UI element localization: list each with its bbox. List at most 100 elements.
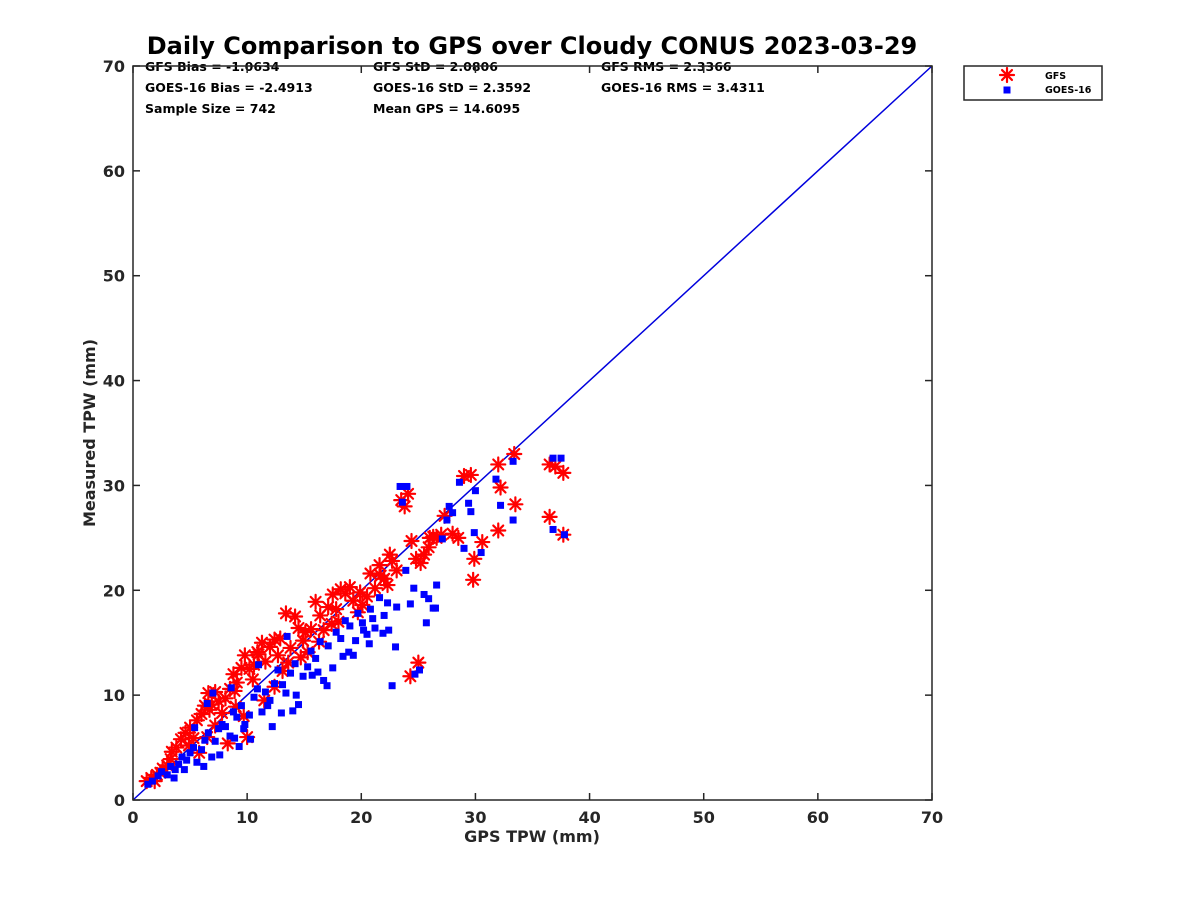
goes16-point	[467, 508, 475, 516]
stat-value: Mean GPS = 14.6095	[373, 101, 520, 116]
goes16-point	[287, 669, 295, 677]
goes16-point	[455, 478, 463, 486]
legend-goes16-label: GOES-16	[1045, 85, 1092, 96]
gfs-point	[282, 639, 299, 657]
goes16-point	[183, 756, 191, 764]
goes16-point	[329, 664, 337, 672]
chart-title: Daily Comparison to GPS over Cloudy CONU…	[147, 32, 918, 60]
gfs-point	[323, 615, 340, 632]
goes16-point	[292, 691, 300, 699]
stat-value: GOES-16 RMS = 3.4311	[601, 80, 765, 95]
goes16-point	[226, 732, 234, 740]
goes16-point	[445, 502, 453, 510]
gfs-point	[352, 584, 369, 601]
goes16-point	[379, 629, 387, 637]
goes16-point	[492, 475, 500, 483]
gfs-point	[490, 456, 507, 473]
gfs-point	[381, 546, 398, 563]
goes16-point	[295, 701, 303, 709]
gfs-point	[371, 557, 388, 574]
goes16-point	[460, 544, 468, 552]
gfs-point	[269, 647, 287, 664]
gfs-point	[366, 580, 384, 597]
goes16-series	[144, 454, 568, 788]
gfs-point	[315, 622, 332, 639]
y-tick-label: 20	[103, 581, 125, 600]
goes16-point	[393, 603, 401, 611]
gfs-point	[410, 654, 427, 671]
goes16-point	[211, 737, 219, 745]
goes16-point	[201, 736, 209, 744]
goes16-point	[560, 531, 568, 539]
goes16-point	[415, 666, 423, 674]
gfs-point	[307, 593, 324, 610]
goes16-point	[180, 766, 188, 774]
stat-value: Sample Size = 742	[145, 101, 276, 116]
goes16-point	[191, 724, 199, 732]
goes16-point	[231, 734, 239, 742]
goes16-point	[204, 729, 212, 737]
x-tick-label: 0	[127, 808, 138, 827]
goes16-point	[307, 647, 315, 655]
goes16-point	[509, 516, 517, 524]
goes16-point	[549, 525, 557, 533]
statistics-panel: GFS Bias = -1.0634 GFS StD = 2.0806 GFS RM…	[145, 59, 765, 116]
y-tick-label: 60	[103, 162, 125, 181]
goes16-point	[449, 509, 457, 517]
goes16-point	[422, 619, 430, 627]
goes16-point	[410, 584, 418, 592]
goes16-point	[227, 684, 235, 692]
goes16-point	[291, 660, 299, 668]
x-axis-ticks: 0 10 20 30 40 50 60 70	[127, 66, 943, 827]
goes16-point	[268, 723, 276, 731]
goes16-point	[171, 766, 179, 774]
goes16-point	[332, 628, 340, 636]
goes16-point	[316, 638, 324, 646]
goes16-point	[371, 624, 379, 632]
one-to-one-reference-line	[132, 65, 933, 801]
goes16-point	[354, 609, 362, 617]
stat-value: GOES-16 Bias = -2.4913	[145, 80, 313, 95]
goes16-point	[369, 615, 377, 623]
y-tick-label: 30	[103, 476, 125, 495]
legend-gfs-marker	[998, 66, 1016, 84]
goes16-point	[403, 482, 411, 490]
gfs-point	[507, 496, 524, 513]
goes16-point	[396, 482, 404, 490]
goes16-point	[314, 668, 322, 676]
goes16-point	[385, 626, 393, 634]
x-axis-label: GPS TPW (mm)	[464, 827, 600, 846]
goes16-point	[241, 721, 249, 729]
goes16-point	[253, 685, 261, 693]
goes16-point	[274, 666, 282, 674]
goes16-point	[221, 723, 229, 731]
x-tick-label: 30	[464, 808, 486, 827]
gfs-point	[324, 586, 341, 603]
y-tick-label: 50	[103, 267, 125, 286]
goes16-point	[345, 648, 353, 656]
goes16-point	[509, 457, 517, 465]
goes16-point	[258, 708, 266, 716]
goes16-point	[398, 498, 406, 506]
goes16-point	[247, 735, 255, 743]
legend-box	[963, 65, 1103, 101]
goes16-point	[363, 630, 371, 638]
x-tick-label: 50	[693, 808, 715, 827]
goes16-point	[266, 696, 274, 704]
goes16-legend-square	[1003, 86, 1011, 94]
goes16-point	[170, 774, 178, 782]
goes16-point	[477, 549, 485, 557]
goes16-point	[402, 566, 410, 574]
goes16-point	[203, 700, 211, 708]
goes16-point	[163, 771, 171, 779]
goes16-point	[215, 725, 223, 733]
gfs-point	[420, 539, 437, 556]
plot-area-frame	[132, 65, 933, 801]
goes16-point	[465, 499, 473, 507]
legend-gfs-label: GFS	[1045, 71, 1066, 82]
x-tick-label: 70	[921, 808, 943, 827]
gfs-point	[403, 532, 420, 550]
legend[interactable]: GFS GOES-16	[963, 65, 1103, 101]
goes16-point	[376, 594, 384, 602]
